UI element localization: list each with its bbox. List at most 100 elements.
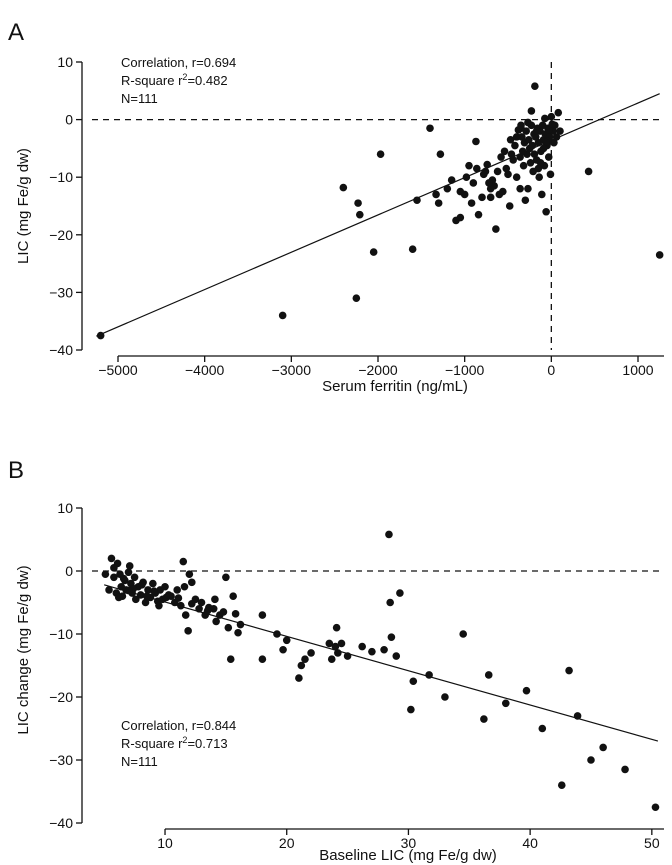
panel-b-data-point: [459, 630, 467, 638]
panel-b-data-point: [197, 598, 206, 607]
panel-a-y-tick-label: −20: [49, 227, 73, 243]
panel-a-data-point: [536, 159, 545, 167]
panel-b-data-point: [565, 666, 573, 675]
panel-a-data-point: [546, 170, 555, 179]
panel-b-data-point: [219, 608, 228, 616]
panel-a-data-point: [447, 176, 456, 184]
panel-b-data-point: [132, 595, 140, 604]
panel-a-data-point: [369, 248, 378, 256]
panel-a-data-point: [478, 193, 486, 202]
panel-a-data-point: [527, 107, 536, 115]
panel-b-data-point: [195, 605, 203, 613]
panel-b-data-point: [337, 639, 346, 648]
panel-b-data-point: [177, 601, 185, 610]
panel-a-data-point: [413, 196, 421, 205]
panel-a-data-point: [507, 150, 516, 158]
panel-b-annot-correlation: Correlation, r=0.844: [121, 718, 236, 733]
panel-a-data-point: [542, 207, 550, 216]
panel-a-data-point: [516, 184, 524, 193]
panel-b-data-point: [155, 601, 163, 610]
panel-b-data-point: [101, 570, 110, 578]
panel-a-data-point: [516, 153, 524, 161]
panel-b-data-point: [407, 705, 415, 714]
panel-b-data-point: [187, 599, 196, 608]
panel-b-data-point: [385, 530, 393, 539]
panel-b-data-point: [150, 587, 158, 595]
panel-b-x-tick-label: 30: [401, 835, 417, 851]
panel-b-data-point: [325, 639, 334, 648]
panel-a-y-axis-title: LIC (mg Fe/g dw): [15, 148, 32, 264]
panel-a-data-point: [506, 135, 515, 144]
panel-a-data-point: [467, 199, 476, 207]
panel-b-data-point: [273, 630, 281, 638]
panel-a-data-point: [502, 164, 511, 173]
panel-a-data-point: [278, 311, 287, 320]
panel-b-y-tick-label: 10: [57, 500, 73, 516]
panel-a-x-tick-label: −1000: [445, 362, 485, 378]
panel-b-data-point: [331, 642, 340, 651]
panel-b-data-point: [236, 620, 245, 629]
panel-a-annot-rsquare: R-square r2=0.482: [121, 72, 228, 88]
panel-b-data-point: [149, 579, 157, 588]
panel-a-data-point: [548, 120, 556, 129]
panel-b-data-point: [110, 573, 118, 582]
panel-b-data-point: [224, 623, 233, 632]
panel-b-data-point: [501, 699, 510, 708]
panel-a-y-tick-label: −40: [49, 342, 73, 358]
panel-b-annot-rsquare: R-square r2=0.713: [121, 735, 228, 751]
panel-a-data-point: [376, 150, 385, 158]
panel-b-data-point: [144, 586, 152, 594]
panel-a-y-tick-label: −10: [49, 169, 73, 185]
panel-b: B Correlation, r=0.844 R-square r2=0.713…: [8, 457, 664, 864]
panel-b-x-tick-label: 20: [279, 835, 295, 851]
panel-a-data-point: [528, 141, 537, 150]
panel-b-data-point: [307, 649, 315, 657]
panel-b-data-point: [222, 573, 230, 582]
panel-a-data-point: [493, 167, 502, 176]
panel-b-data-point: [124, 568, 133, 577]
panel-a-data-point: [525, 135, 533, 144]
panel-a-data-point: [550, 138, 558, 147]
panel-a-x-tick-label: −2000: [358, 362, 398, 378]
panel-b-data-point: [174, 594, 183, 602]
panel-a-data-point: [96, 331, 105, 340]
panel-b-annot-n: N=111: [121, 754, 158, 769]
panel-a-data-point: [532, 127, 541, 135]
panel-b-data-point: [441, 693, 449, 701]
panel-b-data-point: [226, 655, 235, 663]
panel-a-data-point: [545, 126, 553, 134]
panel-a-data-point: [432, 190, 440, 199]
panel-a-data-point: [436, 150, 445, 158]
panel-a-data-point: [584, 167, 593, 176]
panel-a-regression-line: [96, 93, 660, 337]
panel-b-x-tick-label: 50: [644, 835, 660, 851]
panel-b-data-point: [203, 606, 212, 615]
panel-a-data-point: [499, 187, 507, 196]
panel-b-data-point: [425, 671, 433, 679]
panel-a-data-point: [512, 173, 521, 181]
panel-a-data-point: [530, 150, 539, 158]
panel-b-data-point: [142, 592, 151, 600]
panel-b-data-point: [119, 574, 128, 583]
panel-a-data-point: [356, 210, 364, 219]
panel-a-y-tick-label: −30: [49, 284, 73, 300]
panel-a-data-point: [521, 196, 530, 205]
panel-b-data-point: [392, 652, 401, 660]
panel-b-data-point: [386, 598, 394, 607]
panel-b-data-point: [187, 578, 196, 587]
panel-a-data-point: [469, 179, 478, 187]
panel-a-data-point: [485, 179, 493, 187]
panel-a-data-point: [497, 153, 505, 161]
panel-b-data-point: [301, 655, 309, 663]
panel-a-x-tick-label: −3000: [272, 362, 312, 378]
panel-b-y-tick-label: −30: [49, 752, 73, 768]
panel-a-data-point: [462, 173, 471, 181]
panel-a-data-point: [474, 210, 483, 219]
panel-b-y-tick-label: −20: [49, 689, 73, 705]
panel-b-data-point: [332, 623, 341, 632]
panel-b-data-point: [181, 611, 190, 619]
panel-a-data-point: [556, 127, 564, 135]
panel-a-annot-correlation: Correlation, r=0.694: [121, 55, 236, 70]
panel-b-data-point: [279, 645, 287, 654]
